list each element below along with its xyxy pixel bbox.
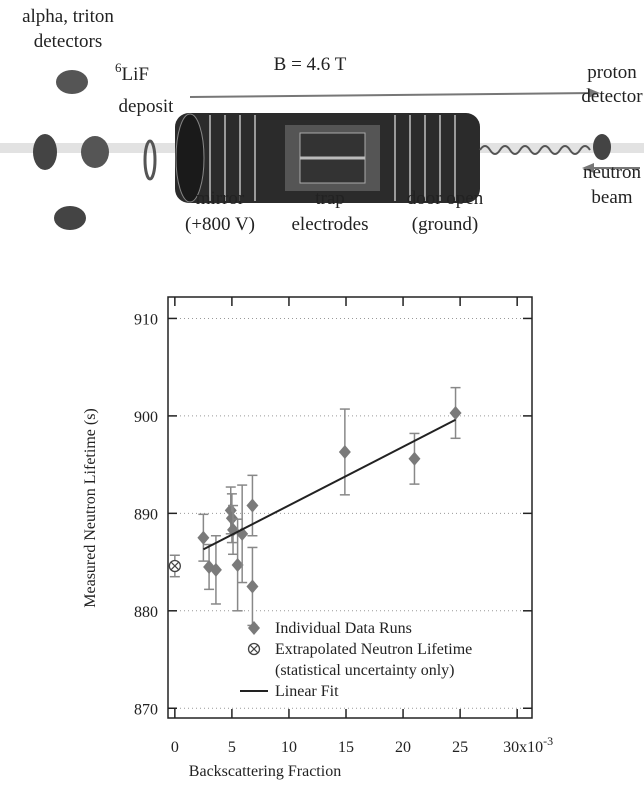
x-axis-label: Backscattering Fraction bbox=[189, 763, 341, 780]
legend-item: Extrapolated Neutron Lifetime (statistica… bbox=[275, 641, 472, 679]
y-tick-label: 900 bbox=[134, 409, 158, 426]
data-point bbox=[449, 405, 462, 420]
x-tick-label: 0 bbox=[171, 739, 179, 756]
label: B = 4.6 T bbox=[274, 54, 347, 75]
data-point bbox=[246, 579, 259, 594]
x-tick-label: 15 bbox=[338, 739, 354, 756]
label: (+800 V) bbox=[185, 214, 255, 235]
x-tick-label: 20 bbox=[395, 739, 411, 756]
x-tick-label: 30x10 bbox=[503, 739, 543, 756]
marker-cross bbox=[170, 561, 180, 571]
label: electrodes bbox=[291, 214, 368, 235]
label: alpha, triton bbox=[22, 6, 114, 27]
marker-cross bbox=[249, 644, 259, 654]
data-point bbox=[246, 498, 259, 513]
data-point bbox=[225, 511, 238, 526]
legend-label: Extrapolated Neutron Lifetime bbox=[275, 641, 472, 658]
label: mirror bbox=[196, 188, 245, 209]
label: proton bbox=[587, 62, 637, 83]
legend-label: Individual Data Runs bbox=[275, 620, 412, 637]
label: 6LiF bbox=[115, 60, 149, 85]
chart: Backscattering Fraction Measured Neutron… bbox=[82, 296, 553, 780]
data-point bbox=[408, 451, 421, 466]
data-point bbox=[209, 562, 222, 577]
label: LiF bbox=[122, 64, 149, 85]
y-axis-label: Measured Neutron Lifetime (s) bbox=[82, 408, 99, 607]
data-point bbox=[168, 559, 181, 573]
label: trap bbox=[315, 188, 345, 209]
data-point bbox=[338, 444, 351, 459]
legend-marker bbox=[247, 642, 261, 656]
x-tick-label: 25 bbox=[452, 739, 468, 756]
y-tick-label: 910 bbox=[134, 311, 158, 328]
label: deposit bbox=[119, 96, 175, 117]
label: detector bbox=[581, 86, 643, 107]
fit-line bbox=[202, 418, 457, 551]
y-tick-label: 870 bbox=[134, 701, 158, 718]
legend-item: Individual Data Runs bbox=[275, 620, 412, 637]
y-tick-label: 890 bbox=[134, 506, 158, 523]
y-tick-label: 880 bbox=[134, 604, 158, 621]
x-tick-label: 10 bbox=[281, 739, 297, 756]
data-point bbox=[197, 530, 210, 545]
legend-label: Linear Fit bbox=[275, 683, 339, 700]
x-tick-label: 30x10-3 bbox=[503, 734, 553, 756]
label: beam bbox=[591, 187, 632, 208]
x-tick-label: 5 bbox=[228, 739, 236, 756]
apparatus bbox=[0, 70, 644, 230]
label: (ground) bbox=[412, 214, 478, 235]
legend-item: Linear Fit bbox=[275, 683, 339, 700]
plot-frame bbox=[167, 296, 533, 719]
data-point bbox=[231, 557, 244, 572]
x-tick-exponent: -3 bbox=[543, 734, 553, 748]
label: detectors bbox=[34, 31, 103, 52]
label: neutron bbox=[583, 162, 642, 183]
legend-marker bbox=[248, 621, 260, 635]
label: door open bbox=[407, 188, 484, 209]
legend-note: (statistical uncertainty only) bbox=[275, 662, 455, 679]
superscript: 6 bbox=[115, 60, 122, 75]
